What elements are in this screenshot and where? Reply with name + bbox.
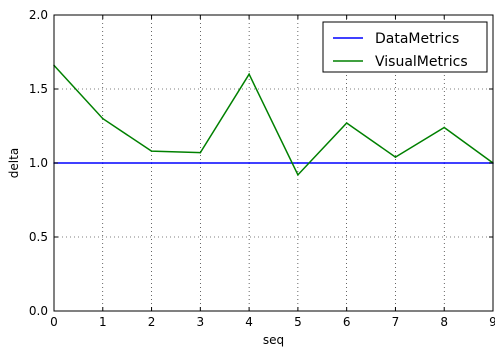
data-point-visualmetrics xyxy=(345,122,348,124)
x-tick-label: 3 xyxy=(197,315,205,329)
legend-label-datametrics: DataMetrics xyxy=(375,31,459,47)
x-tick-label: 7 xyxy=(392,315,400,329)
data-point-datametrics xyxy=(101,162,104,164)
x-tick-label: 1 xyxy=(99,315,107,329)
y-tick-label: 1.0 xyxy=(29,156,48,170)
data-point-datametrics xyxy=(248,162,250,164)
x-tick-label: 6 xyxy=(343,315,351,329)
x-tick-label: 8 xyxy=(440,315,448,329)
data-point-visualmetrics xyxy=(443,126,446,129)
data-point-datametrics xyxy=(443,162,446,164)
data-point-datametrics xyxy=(345,162,348,164)
x-tick-label: 0 xyxy=(50,315,58,329)
y-axis-title: delta xyxy=(7,148,21,178)
series-line-visualmetrics xyxy=(53,64,494,177)
data-point-datametrics xyxy=(150,162,153,164)
data-point-visualmetrics xyxy=(394,156,397,158)
series-lines xyxy=(53,64,494,177)
data-point-visualmetrics xyxy=(248,73,250,75)
legend-label-visualmetrics: VisualMetrics xyxy=(375,54,468,70)
y-tick-label: 0.0 xyxy=(29,304,48,318)
y-tick-label: 1.5 xyxy=(29,82,48,96)
data-point-datametrics xyxy=(297,162,299,164)
data-point-datametrics xyxy=(394,162,397,164)
x-tick-label: 9 xyxy=(489,315,495,329)
y-tick-label: 2.0 xyxy=(29,8,48,22)
data-point-visualmetrics xyxy=(297,174,299,176)
data-point-datametrics xyxy=(199,162,202,164)
x-tick-label: 2 xyxy=(148,315,156,329)
data-point-visualmetrics xyxy=(150,150,153,152)
axis-ticks: 0 1 2 3 4 5 6 7 8 9 0.0 0.5 1.0 1.5 2.0 xyxy=(29,8,495,329)
x-tick-label: 5 xyxy=(294,315,302,329)
data-point-visualmetrics xyxy=(199,151,202,154)
legend: DataMetrics VisualMetrics xyxy=(322,21,488,73)
y-tick-label: 0.5 xyxy=(29,230,48,244)
x-axis-title: seq xyxy=(263,333,284,347)
data-point-visualmetrics xyxy=(101,117,104,120)
x-tick-label: 4 xyxy=(245,315,253,329)
legend-box xyxy=(322,21,488,73)
